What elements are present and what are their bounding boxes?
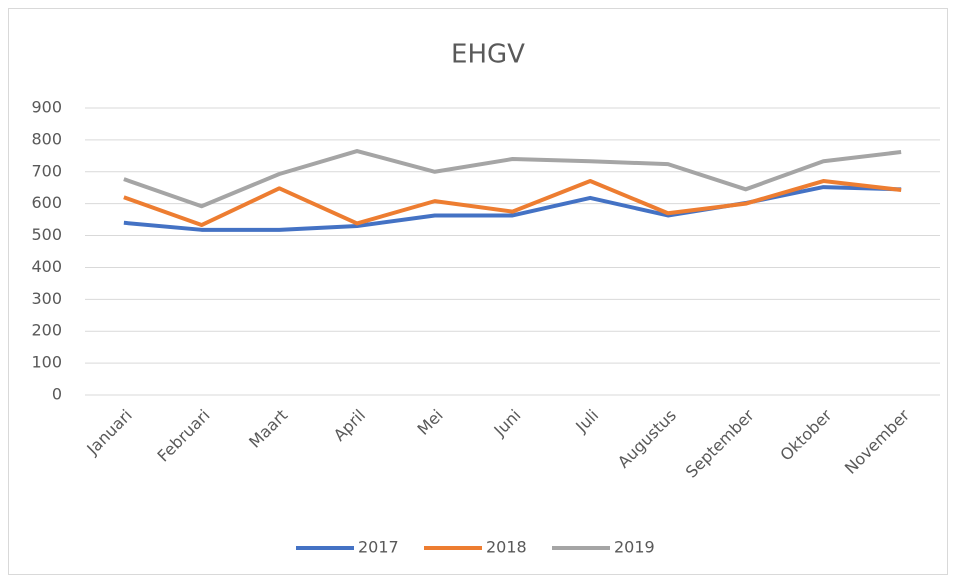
legend-label: 2019: [614, 538, 655, 557]
y-tick-label: 100: [31, 353, 62, 372]
y-tick-label: 400: [31, 257, 62, 276]
y-tick-label: 200: [31, 321, 62, 340]
y-tick-label: 800: [31, 129, 62, 148]
y-tick-label: 900: [31, 98, 62, 117]
legend-label: 2017: [358, 538, 399, 557]
series-line: [123, 149, 902, 209]
y-tick-label: 600: [31, 193, 62, 212]
series-line: [123, 179, 902, 228]
chart-border: [8, 8, 948, 575]
y-tick-label: 0: [52, 385, 62, 404]
y-tick-label: 300: [31, 289, 62, 308]
y-tick-label: 700: [31, 161, 62, 180]
chart-title: EHGV: [451, 40, 525, 70]
y-tick-label: 500: [31, 225, 62, 244]
legend-label: 2018: [486, 538, 527, 557]
